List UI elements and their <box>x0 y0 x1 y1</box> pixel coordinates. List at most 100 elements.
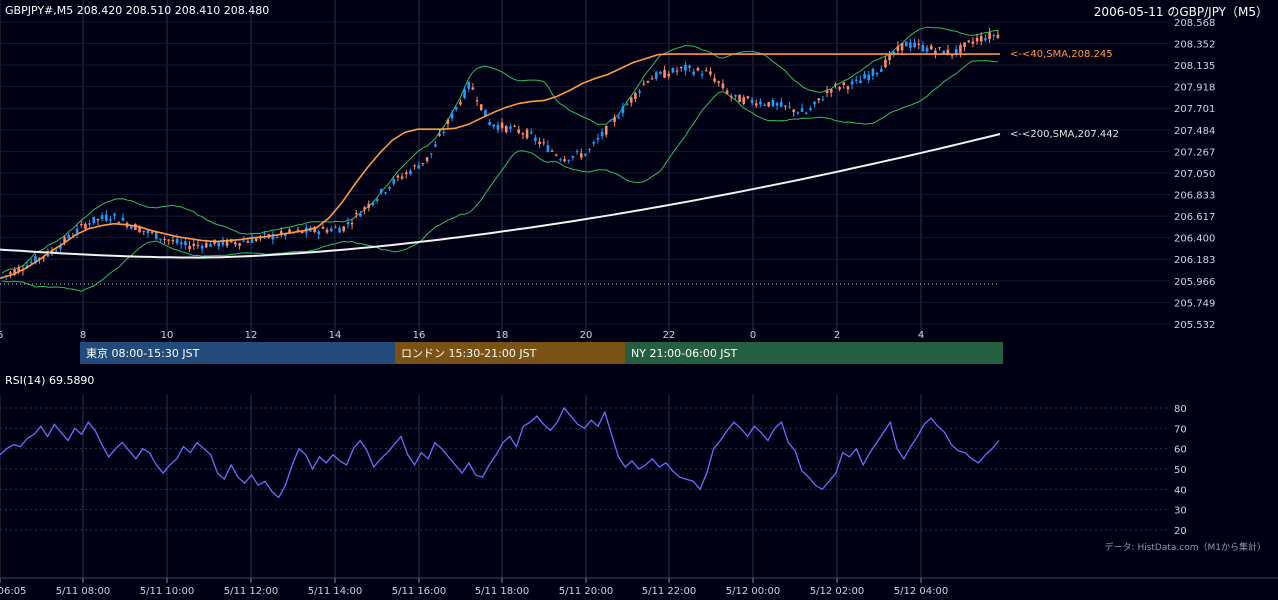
candle-body <box>167 239 171 241</box>
candle-body <box>625 104 629 106</box>
candle-body <box>354 212 358 214</box>
candle-body <box>813 101 816 105</box>
candle-body <box>900 43 904 51</box>
candle-body <box>392 179 396 184</box>
candle-body <box>817 98 821 101</box>
candle-body <box>84 223 87 229</box>
candle-body <box>250 237 254 243</box>
candle-body <box>629 97 633 103</box>
candle-body <box>884 59 887 68</box>
time-tick-label: 06:05 <box>0 586 26 597</box>
rsi-title: RSI(14) 69.5890 <box>5 374 94 387</box>
time-tick-label: 5/11 10:00 <box>140 586 194 597</box>
hour-tick-label: 14 <box>329 330 342 341</box>
candle-body <box>579 153 583 158</box>
candle-body <box>113 213 116 216</box>
candle-body <box>829 89 833 93</box>
price-tick-label: 207.050 <box>1174 169 1215 180</box>
candle-body <box>54 250 58 252</box>
price-tick-label: 206.183 <box>1174 255 1215 266</box>
session-ny <box>625 342 1003 364</box>
candle-body <box>138 227 141 233</box>
candle-body <box>534 137 537 141</box>
candle-body <box>671 68 675 73</box>
candle-body <box>954 49 958 54</box>
candle-body <box>275 236 279 238</box>
candle-body <box>442 131 446 133</box>
candle-body <box>184 241 187 246</box>
candle-body <box>996 34 1000 38</box>
candle-body <box>904 41 908 47</box>
candle-body <box>792 109 796 113</box>
candle-body <box>188 245 191 250</box>
candle-body <box>104 214 108 221</box>
candle-body <box>742 97 746 105</box>
candle-body <box>513 125 516 127</box>
candle-body <box>242 240 246 242</box>
candle-body <box>613 117 616 122</box>
candle-body <box>709 71 712 75</box>
candle-body <box>134 224 137 230</box>
hour-tick-label: 16 <box>413 330 426 341</box>
candle-body <box>429 153 433 155</box>
hour-tick-label: 4 <box>918 330 924 341</box>
candle-body <box>450 112 454 119</box>
price-axis: 208.568 208.352 208.135 207.918 207.701 207.4… <box>1174 18 1215 331</box>
candle-body <box>79 223 83 225</box>
candle-body <box>821 99 825 101</box>
candle-body <box>663 69 666 78</box>
candle-body <box>688 65 691 68</box>
candle-body <box>659 71 662 74</box>
time-tick-label: 5/11 20:00 <box>559 586 613 597</box>
candle-body <box>154 232 158 240</box>
candle-body <box>438 134 441 136</box>
candle-body <box>475 100 479 102</box>
candle-body <box>196 244 200 246</box>
candle-body <box>117 221 121 224</box>
candle-body <box>542 141 546 143</box>
candle-body <box>129 226 133 229</box>
candle-body <box>300 230 304 233</box>
candle-body <box>888 54 891 61</box>
candle-body <box>700 73 704 76</box>
candle-body <box>604 125 608 135</box>
hour-tick-label: 0 <box>750 330 756 341</box>
candle-body <box>434 144 437 147</box>
candle-body <box>571 155 575 158</box>
candle-body <box>192 243 196 247</box>
candle-body <box>425 157 429 161</box>
candle-body <box>538 141 541 144</box>
candle-body <box>763 104 766 106</box>
candle-body <box>225 240 229 246</box>
candle-body <box>479 104 483 111</box>
candle-body <box>42 257 46 259</box>
price-tick-label: 205.749 <box>1174 298 1215 309</box>
candle-body <box>950 55 954 57</box>
candle-body <box>850 81 854 85</box>
candle-body <box>596 138 600 140</box>
rsi-axis: 80 70 60 50 40 30 20 <box>1174 404 1187 537</box>
candle-body <box>963 42 966 48</box>
candle-body <box>96 218 100 221</box>
rsi-tick-label: 80 <box>1174 404 1187 415</box>
time-tick-label: 5/11 12:00 <box>224 586 278 597</box>
candle-body <box>263 233 266 235</box>
candle-body <box>384 192 387 194</box>
candle-body <box>346 222 350 225</box>
candle-body <box>334 227 337 229</box>
time-tick-label: 5/12 02:00 <box>810 586 864 597</box>
candle-body <box>921 45 925 52</box>
candle-body <box>575 151 579 153</box>
candle-body <box>454 106 458 110</box>
candle-body <box>925 47 929 52</box>
candle-body <box>67 234 71 239</box>
candle-body <box>150 232 154 234</box>
candle-body <box>446 119 450 124</box>
candle-body <box>500 122 504 129</box>
candle-body <box>796 112 800 114</box>
rsi-tick-label: 30 <box>1174 506 1187 517</box>
candle-body <box>350 222 354 225</box>
candle-body <box>371 203 375 206</box>
price-tick-label: 207.484 <box>1174 126 1215 137</box>
